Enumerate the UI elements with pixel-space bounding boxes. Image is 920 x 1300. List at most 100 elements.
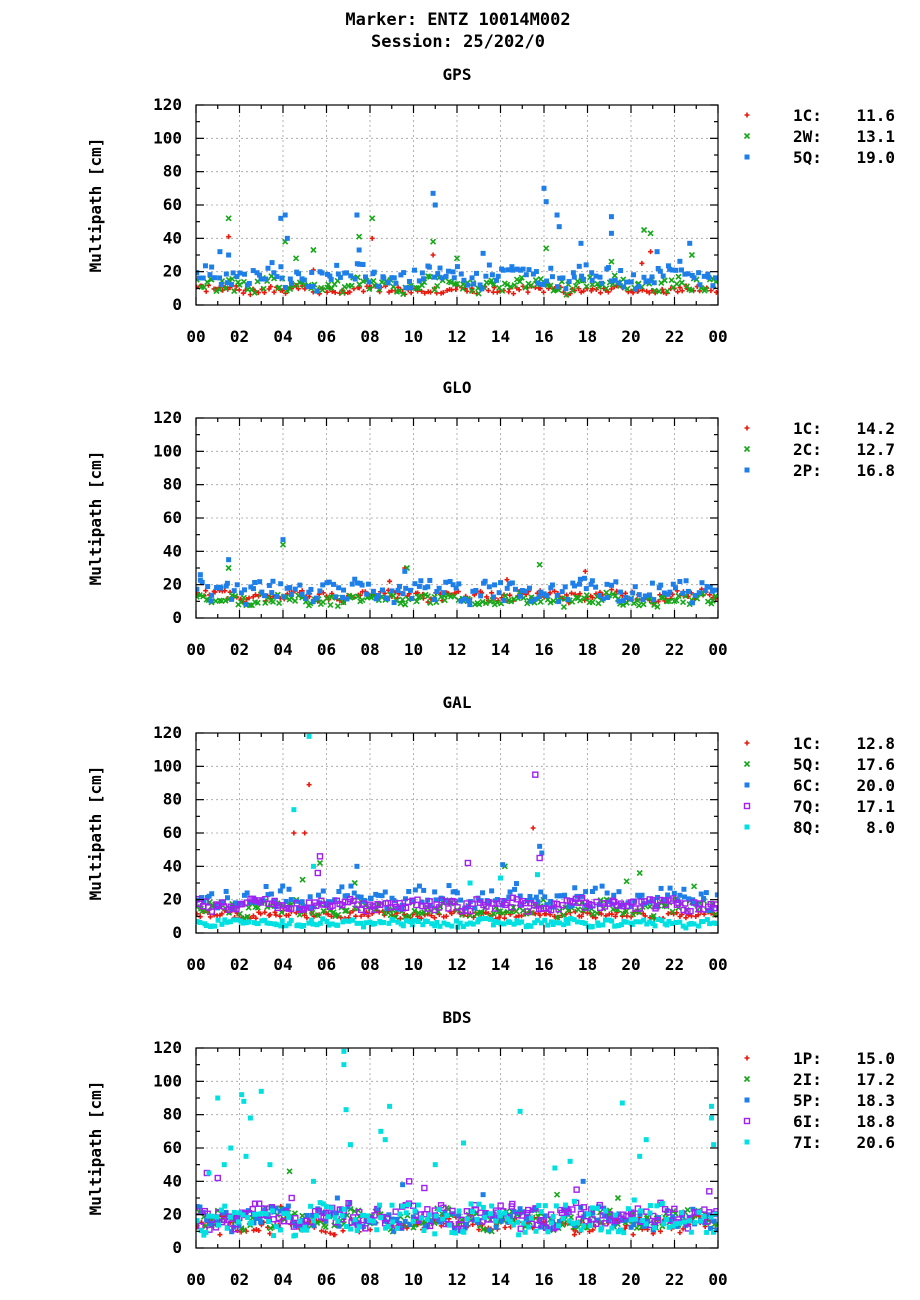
point-2w	[589, 281, 596, 288]
point-5p	[336, 1223, 342, 1229]
point-1c	[444, 288, 450, 294]
point-7i	[260, 1210, 266, 1216]
point-1p	[367, 1227, 373, 1233]
point-7q	[293, 900, 300, 907]
point-8q	[644, 921, 650, 927]
point-6c	[572, 885, 578, 891]
point-8q	[286, 921, 292, 927]
y-tick-label: 60	[163, 508, 182, 527]
legend: 1C: 14.2 2C: 12.7 2P: 16.8	[743, 419, 895, 480]
point-7i	[696, 1209, 702, 1215]
point-5p	[616, 1211, 622, 1217]
point-5q	[237, 270, 243, 276]
point-5q	[710, 283, 716, 289]
x-tick-label: 18	[578, 1270, 597, 1289]
point-2p	[385, 596, 391, 602]
point-6c	[283, 898, 289, 904]
x-tick-label: 08	[360, 1270, 379, 1289]
point-7q	[350, 897, 357, 905]
point-1c	[302, 912, 308, 918]
y-axis-label: Multipath [cm]	[86, 138, 105, 273]
y-tick-label: 20	[163, 890, 182, 909]
point-7i	[198, 1228, 204, 1234]
point-6c	[653, 904, 659, 910]
point-1c	[564, 592, 570, 598]
point-7q	[205, 904, 212, 911]
point-7i	[526, 1224, 532, 1230]
point-5q	[274, 274, 280, 280]
point-7i	[594, 1205, 600, 1211]
point-5q	[669, 267, 675, 273]
y-tick-label: 0	[172, 1238, 182, 1257]
point-8q	[274, 922, 280, 928]
point-2p	[630, 590, 636, 596]
point-7i	[461, 1229, 467, 1235]
x-tick-label: 20	[621, 327, 640, 346]
point-8q	[404, 918, 410, 924]
point-5q	[465, 282, 471, 288]
point-7i	[354, 1228, 360, 1234]
point-6i	[458, 1216, 465, 1224]
x-tick-label: 10	[404, 955, 423, 974]
point-8q	[424, 918, 430, 924]
point-1c	[713, 289, 718, 295]
point-8q-outlier	[498, 875, 503, 881]
legend-value: 13.1	[856, 127, 895, 146]
point-8q	[267, 920, 273, 926]
x-tick-label: 10	[404, 1270, 423, 1289]
point-7q	[522, 899, 529, 907]
point-2p	[609, 582, 615, 588]
point-8q	[623, 919, 629, 925]
point-5p	[523, 1217, 529, 1223]
point-2w	[516, 278, 523, 285]
point-5q-outlier	[541, 185, 547, 191]
point-6i	[606, 1211, 614, 1218]
point-5q	[406, 912, 413, 920]
legend-label: 5Q:	[793, 755, 822, 774]
x-tick-label: 12	[447, 1270, 466, 1289]
legend-label: 1P:	[793, 1049, 822, 1068]
point-1c	[207, 914, 213, 920]
point-1c	[516, 287, 522, 293]
point-2p	[512, 586, 518, 592]
point-7i	[542, 1203, 548, 1209]
point-7q	[360, 900, 367, 907]
point-1c	[484, 594, 490, 600]
point-7q	[257, 899, 264, 906]
point-5q	[211, 275, 217, 281]
point-7i	[335, 1218, 341, 1224]
point-6c	[375, 892, 381, 898]
point-5q	[650, 912, 657, 919]
point-2p	[536, 594, 542, 600]
point-7q	[445, 905, 452, 912]
point-5p	[511, 1208, 517, 1214]
point-7q	[305, 899, 313, 906]
point-7q	[559, 901, 566, 909]
point-8q	[390, 917, 396, 923]
point-1p	[590, 1227, 596, 1233]
point-7q	[589, 902, 596, 909]
point-2p	[370, 588, 376, 594]
point-8q	[342, 918, 348, 924]
point-6i	[528, 1220, 535, 1228]
point-2p	[649, 580, 655, 586]
point-5p	[601, 1205, 607, 1211]
point-5q	[477, 282, 483, 288]
x-tick-label: 06	[317, 640, 336, 659]
point-8q	[483, 916, 489, 922]
point-7i-outlier	[619, 1100, 625, 1106]
point-2p	[532, 596, 538, 602]
point-2p	[605, 595, 611, 601]
point-7i	[571, 1198, 577, 1204]
point-2i	[684, 1206, 691, 1214]
point-7i-outlier	[343, 1107, 349, 1113]
point-7q	[563, 897, 570, 904]
y-tick-label: 20	[163, 262, 182, 281]
point-8q	[457, 920, 463, 926]
x-tick-label: 00	[708, 640, 727, 659]
point-2p	[418, 578, 424, 584]
point-2w	[499, 287, 506, 294]
point-2p	[640, 597, 646, 603]
point-2p	[308, 586, 314, 592]
point-5q	[314, 912, 321, 919]
